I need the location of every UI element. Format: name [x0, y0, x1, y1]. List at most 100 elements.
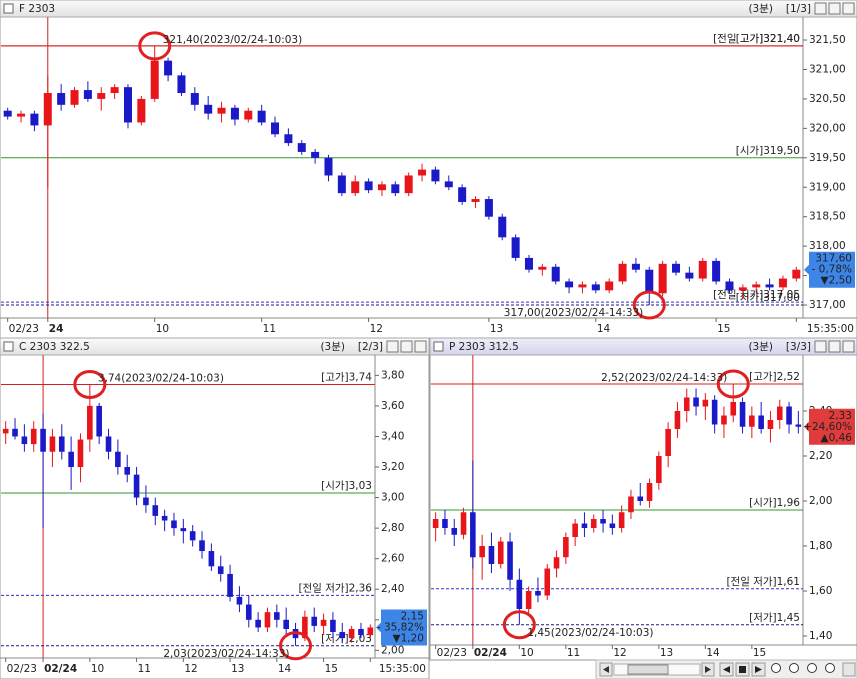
candle-body: [538, 266, 547, 270]
title-bar: [0, 337, 430, 356]
candle-body: [30, 113, 39, 126]
candle-body: [271, 122, 280, 135]
candle-body: [458, 187, 467, 202]
candle-body: [795, 424, 802, 427]
zoom-reset[interactable]: [807, 663, 817, 673]
x-tick-label: 12: [184, 663, 197, 675]
candle-body: [484, 199, 493, 217]
candle-body: [377, 184, 386, 191]
change-pct-label: +24,60%: [803, 421, 852, 433]
level-label: [시가]3,03: [321, 480, 372, 492]
highlight-circle: [73, 370, 107, 400]
y-tick-label: 3,40: [381, 430, 404, 442]
candle-body: [778, 278, 787, 288]
level-label: [저가]317,00: [736, 292, 800, 304]
candle-body: [87, 405, 93, 440]
settings[interactable]: [842, 662, 856, 677]
candle-body: [631, 263, 640, 270]
candle-body: [516, 579, 523, 609]
chart-title: P 2303 312.5: [449, 341, 519, 353]
candle-body: [264, 612, 271, 628]
candle-body: [758, 415, 764, 429]
candle-body: [284, 134, 293, 144]
candle-body: [511, 237, 520, 258]
y-tick-label: 1,60: [809, 585, 832, 597]
candle-body: [164, 60, 173, 76]
zoom-out[interactable]: [789, 663, 799, 673]
candle-body: [711, 399, 718, 425]
candle-body: [590, 519, 597, 528]
checkbox[interactable]: [3, 341, 14, 352]
candle-body: [123, 87, 132, 123]
candle-body: [637, 496, 644, 501]
zoom-buttons: [771, 662, 856, 677]
y-tick-label: 317,00: [809, 299, 846, 311]
window-button[interactable]: [414, 340, 427, 353]
candle-body: [57, 93, 66, 105]
candle-body: [364, 181, 373, 191]
candle-body: [171, 520, 177, 529]
window-button[interactable]: [842, 2, 855, 15]
window-button[interactable]: [814, 340, 827, 353]
level-label: [고가]321,40: [736, 33, 800, 45]
candle-body: [460, 512, 467, 535]
x-tick-label: 11: [263, 323, 276, 335]
x-tick-label: 02/24: [474, 647, 507, 659]
candle-body: [297, 143, 306, 152]
scroll-thumb[interactable]: [627, 664, 669, 675]
icon: [739, 666, 746, 673]
candle-body: [698, 260, 707, 279]
window-button[interactable]: [400, 340, 413, 353]
candle-body: [348, 628, 355, 639]
candle-body: [656, 456, 662, 483]
note-label: 2,03(2023/02/24-14:33): [163, 648, 289, 660]
candle-body: [674, 411, 681, 429]
checkbox[interactable]: [3, 3, 14, 14]
window-button[interactable]: [828, 2, 841, 15]
candle-body: [628, 496, 634, 513]
candle-body: [70, 90, 79, 105]
level-label: [시가]1,96: [749, 497, 800, 509]
x-tick-label: 10: [520, 647, 533, 659]
window-button[interactable]: [814, 2, 827, 15]
zoom-fit[interactable]: [825, 663, 835, 673]
y-tick-label: 2,60: [381, 553, 404, 565]
price-box: [804, 251, 855, 288]
candle-body: [418, 169, 427, 176]
candle-body: [738, 287, 747, 291]
x-tick-label: 24: [49, 323, 64, 335]
x-tick-label: 13: [231, 663, 244, 675]
candle-body: [451, 528, 458, 535]
candle-body: [217, 566, 224, 574]
candle-body: [609, 523, 616, 528]
price-label: 317,60: [815, 253, 852, 265]
window-button[interactable]: [828, 340, 841, 353]
candle-body: [204, 104, 213, 114]
candle-body: [236, 596, 243, 605]
checkbox[interactable]: [433, 341, 444, 352]
candle-body: [535, 591, 541, 596]
change-label: ▲0,46: [821, 432, 853, 444]
y-tick-label: 318,50: [809, 211, 846, 223]
candle-body: [257, 110, 266, 123]
candle-body: [471, 199, 480, 202]
candle-body: [199, 540, 205, 552]
candle-body: [551, 266, 560, 282]
candle-body: [572, 523, 578, 537]
chart-title: C 2303 322.5: [19, 341, 90, 353]
level-label: [저가]1,45: [749, 612, 800, 624]
window-button[interactable]: [842, 340, 855, 353]
candle-body: [208, 551, 215, 567]
panel-bg: [0, 337, 430, 679]
candle-body: [730, 402, 737, 416]
candle-body: [189, 531, 196, 541]
x-tick-label: 10: [91, 663, 104, 675]
candle-body: [43, 93, 52, 126]
zoom-in[interactable]: [771, 663, 781, 673]
level-label: [고가]2,52: [749, 371, 800, 383]
window-button[interactable]: [386, 340, 399, 353]
candle-body: [105, 436, 112, 452]
chart-period: (3분): [748, 341, 773, 353]
note-label: 321,40(2023/02/24-10:03): [163, 34, 303, 46]
candle-body: [124, 467, 131, 475]
